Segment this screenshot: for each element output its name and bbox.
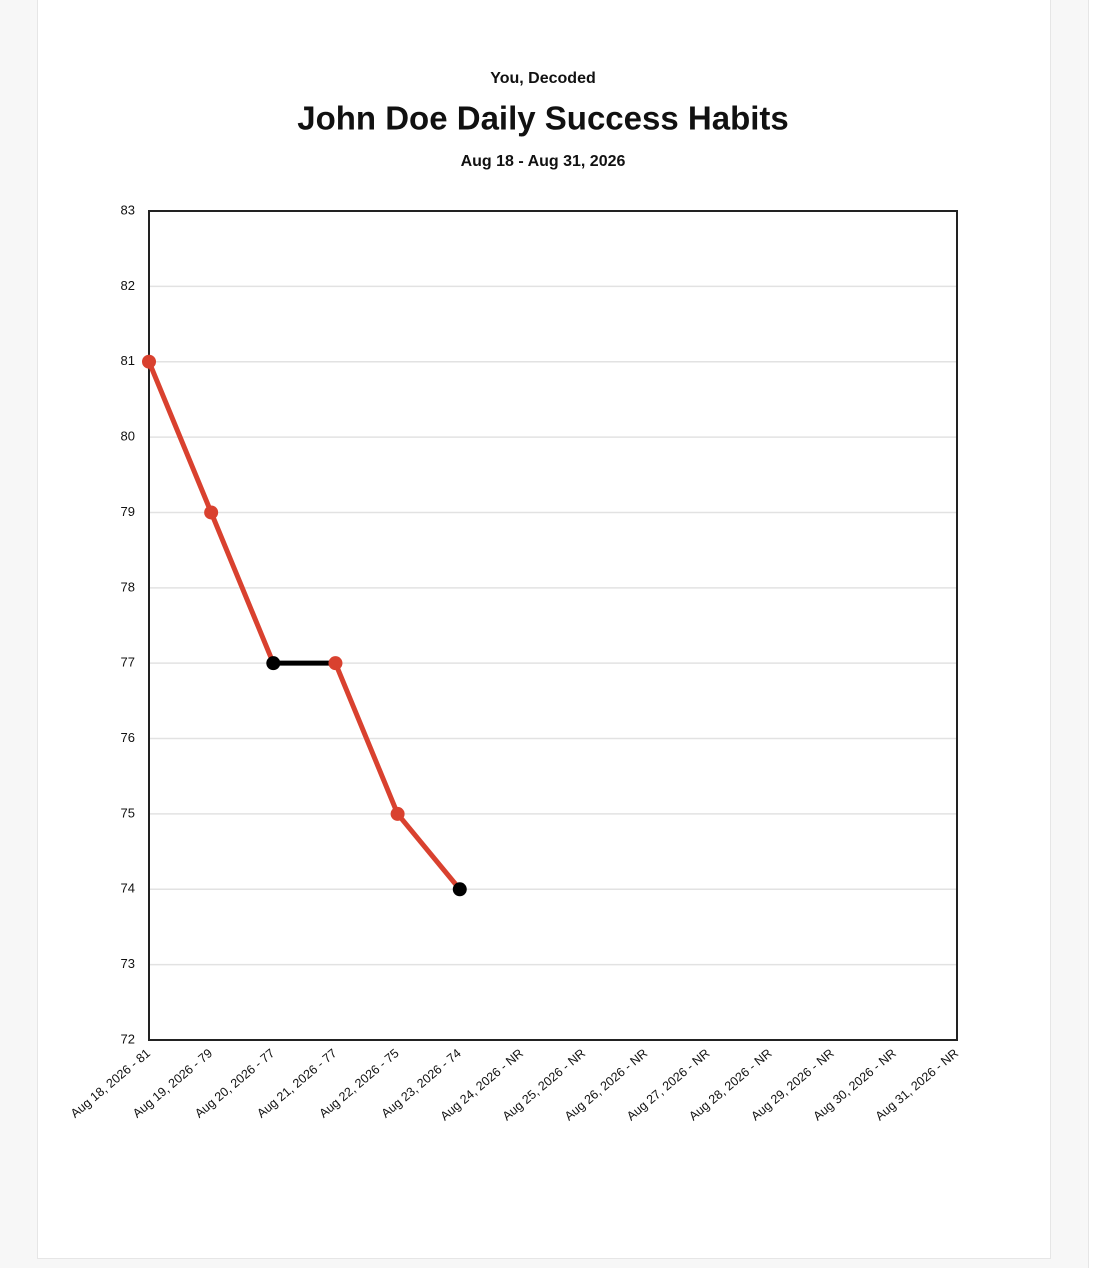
data-point bbox=[390, 806, 405, 821]
y-tick-label: 75 bbox=[121, 805, 135, 820]
line-segment bbox=[332, 660, 401, 817]
data-point bbox=[452, 882, 467, 897]
y-tick-label: 72 bbox=[121, 1031, 135, 1046]
plot-frame bbox=[148, 210, 958, 1041]
data-point bbox=[266, 656, 281, 671]
scrollbar bbox=[1088, 0, 1100, 1268]
data-point bbox=[142, 354, 156, 369]
y-tick-label: 76 bbox=[121, 730, 135, 745]
data-point bbox=[204, 505, 219, 520]
chart-subtitle: Aug 18 - Aug 31, 2026 bbox=[461, 153, 626, 170]
y-tick-label: 73 bbox=[121, 956, 135, 971]
y-tick-label: 74 bbox=[121, 881, 135, 896]
card bbox=[37, 0, 1051, 1259]
y-tick-label: 80 bbox=[121, 429, 135, 444]
chart-kicker: You, Decoded bbox=[490, 70, 596, 87]
y-tick-label: 77 bbox=[121, 655, 135, 670]
y-tick-label: 81 bbox=[121, 353, 135, 368]
data-point bbox=[328, 656, 343, 671]
y-tick-label: 79 bbox=[121, 504, 135, 519]
y-tick-label: 78 bbox=[121, 579, 135, 594]
chart-title: John Doe Daily Success Habits bbox=[297, 100, 789, 137]
y-tick-label: 82 bbox=[121, 278, 135, 293]
line-segment bbox=[208, 509, 276, 666]
y-tick-label: 83 bbox=[121, 202, 135, 217]
line-segment bbox=[146, 359, 214, 515]
line-segment bbox=[395, 811, 463, 892]
